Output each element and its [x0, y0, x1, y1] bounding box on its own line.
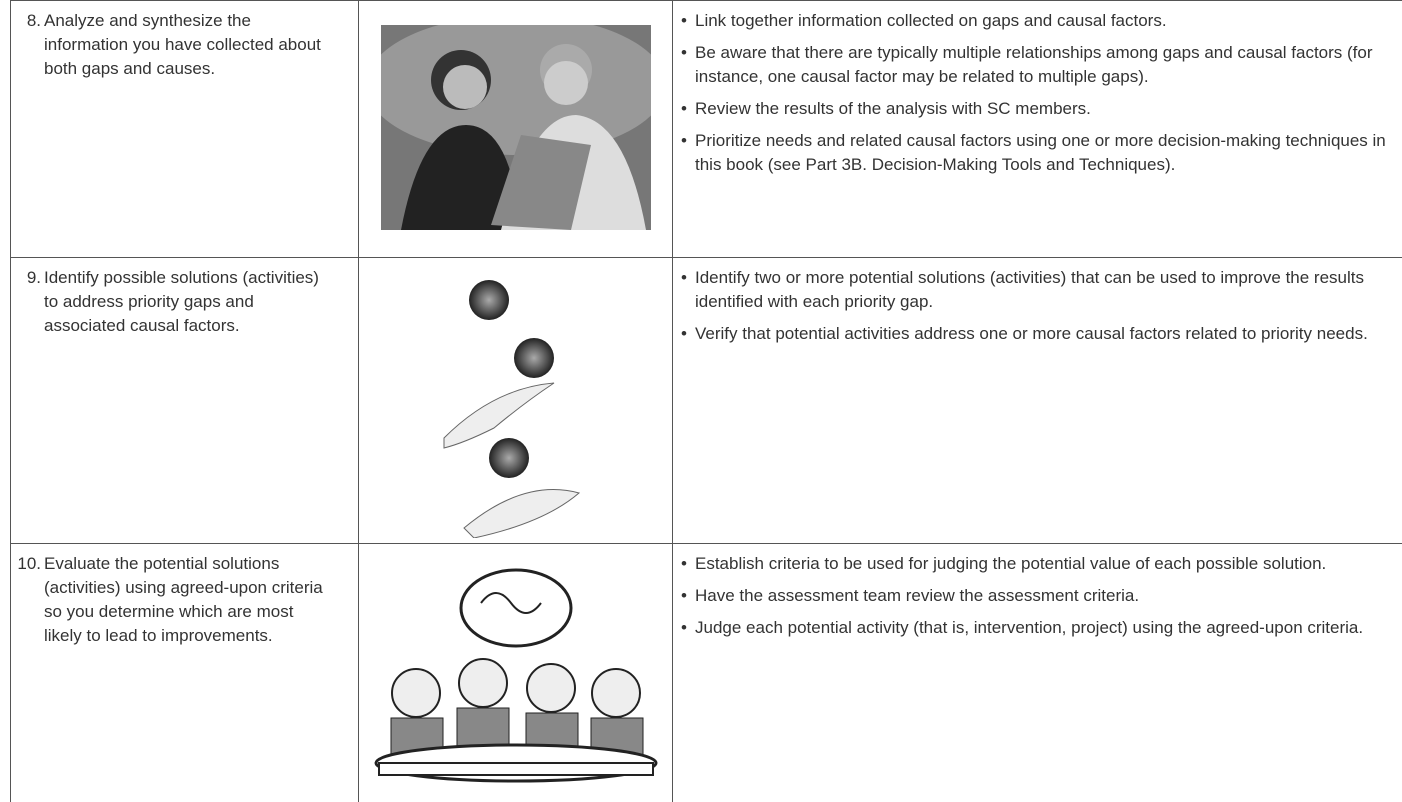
image-cell — [358, 544, 672, 802]
bullet: • Verify that potential activities addres… — [681, 322, 1392, 346]
bullet: • Identify two or more potential solution… — [681, 266, 1392, 314]
step-number: 10. — [17, 554, 41, 573]
bullet: • Establish criteria to be used for judgi… — [681, 552, 1392, 576]
illustration — [381, 25, 651, 230]
step-text: Analyze and synthesize the information y… — [44, 11, 321, 78]
bullet-text: Identify two or more potential solutions… — [695, 268, 1364, 311]
image-cell — [358, 1, 672, 257]
illustration — [443, 280, 581, 538]
step-cell: 8. Analyze and synthesize the information… — [10, 1, 358, 257]
table-row: 10. Evaluate the potential solutions (act… — [10, 543, 1402, 802]
table-row: 9. Identify possible solutions (activitie… — [10, 257, 1402, 543]
step-text: Evaluate the potential solutions (activi… — [44, 554, 323, 645]
table-row: 8. Analyze and synthesize the information… — [10, 0, 1402, 257]
image-cell — [358, 258, 672, 543]
bullet-cell: • Identify two or more potential solution… — [672, 258, 1402, 543]
step-cell: 10. Evaluate the potential solutions (act… — [10, 544, 358, 802]
bullet-text: Prioritize needs and related causal fact… — [695, 131, 1386, 174]
bullet-text: Establish criteria to be used for judgin… — [695, 554, 1327, 573]
bullet: • Link together information collected on … — [681, 9, 1392, 33]
illustration — [374, 568, 658, 783]
bullet-text: Review the results of the analysis with … — [695, 99, 1091, 118]
bullet-cell: • Establish criteria to be used for judgi… — [672, 544, 1402, 802]
bullet: • Prioritize needs and related causal fac… — [681, 129, 1392, 177]
step-number: 8. — [26, 11, 41, 30]
bullet-text: Link together information collected on g… — [695, 11, 1167, 30]
bullet: • Have the assessment team review the ass… — [681, 584, 1392, 608]
bullet: • Judge each potential activity (that is,… — [681, 616, 1392, 640]
step-cell: 9. Identify possible solutions (activitie… — [10, 258, 358, 543]
bullet-text: Verify that potential activities address… — [695, 324, 1368, 343]
bullet: • Be aware that there are typically multi… — [681, 41, 1392, 89]
bullet: • Review the results of the analysis with… — [681, 97, 1392, 121]
step-number: 9. — [26, 268, 41, 287]
bullet-text: Judge each potential activity (that is, … — [695, 618, 1364, 637]
bullet-cell: • Link together information collected on … — [672, 1, 1402, 257]
bullet-text: Be aware that there are typically multip… — [695, 43, 1373, 86]
step-text: Identify possible solutions (activities)… — [44, 268, 319, 335]
bullet-text: Have the assessment team review the asse… — [695, 586, 1140, 605]
